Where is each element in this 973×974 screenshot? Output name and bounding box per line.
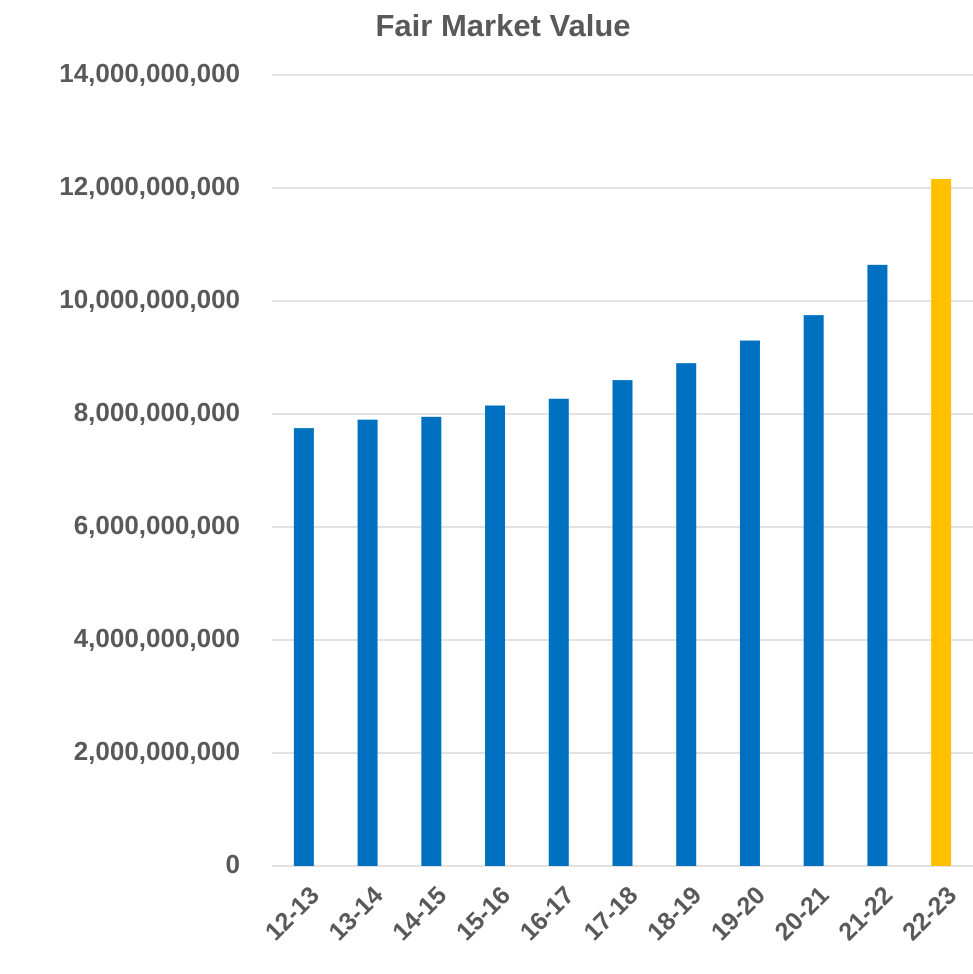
y-tick-label: 14,000,000,000 (59, 58, 240, 88)
bar (421, 416, 442, 866)
y-tick-label: 4,000,000,000 (74, 623, 240, 653)
bar (293, 428, 314, 866)
x-tick-label: 18-19 (642, 881, 707, 946)
chart-title: Fair Market Value (375, 8, 630, 43)
x-tick-label: 20-21 (770, 881, 835, 946)
x-tick-label: 12-13 (260, 881, 325, 946)
x-tick-label: 13-14 (323, 881, 388, 946)
y-tick-label: 12,000,000,000 (59, 171, 240, 201)
x-tick-label: 16-17 (515, 881, 580, 946)
y-tick-label: 0 (226, 849, 240, 879)
x-tick-label: 21-22 (833, 881, 898, 946)
x-tick-label: 14-15 (387, 881, 452, 946)
bar (612, 380, 633, 866)
x-tick-label: 15-16 (451, 881, 516, 946)
y-tick-label: 2,000,000,000 (74, 736, 240, 766)
bar (485, 405, 506, 866)
x-tick-label: 17-18 (578, 881, 643, 946)
bar (548, 398, 569, 866)
y-tick-label: 10,000,000,000 (59, 284, 240, 314)
x-tick-label: 22-23 (897, 881, 962, 946)
bar (931, 178, 952, 866)
bar (803, 315, 824, 866)
x-tick-label: 19-20 (706, 881, 771, 946)
bar (867, 264, 888, 867)
bar (676, 363, 697, 866)
bar (357, 419, 378, 866)
y-tick-label: 8,000,000,000 (74, 397, 240, 427)
y-tick-label: 6,000,000,000 (74, 510, 240, 540)
bar (739, 340, 760, 866)
